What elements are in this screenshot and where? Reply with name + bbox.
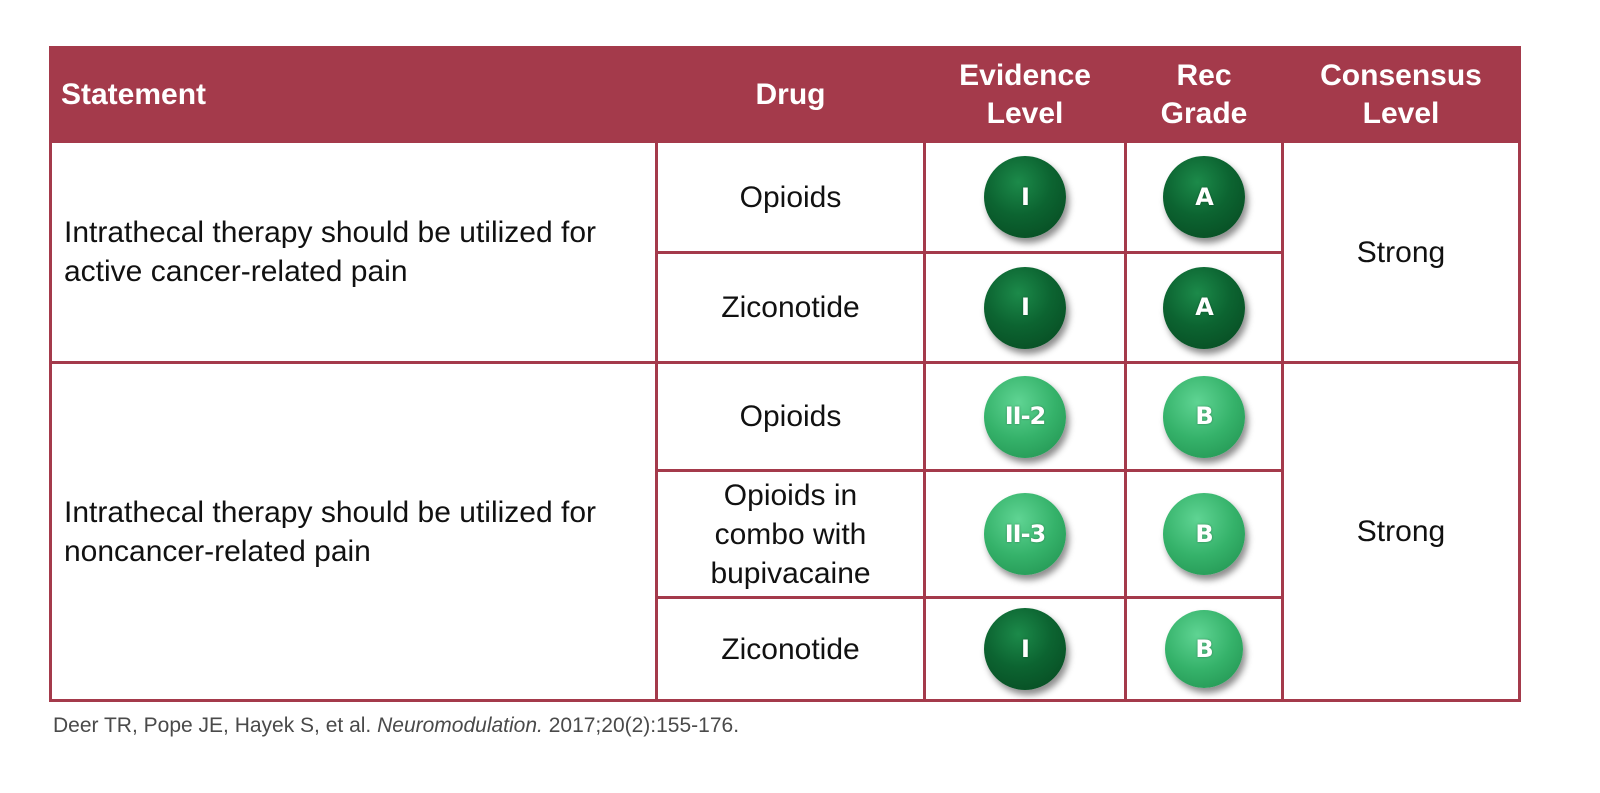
consensus-level-cell: Strong [1284,364,1518,699]
evidence-level-badge: I [984,608,1066,690]
drug-cell: Opioids [658,143,923,251]
rec-grade-badge: A [1163,266,1245,349]
rec-grade-badge: A [1163,156,1245,238]
rec-grade-cell: B [1127,472,1281,596]
evidence-level-badge: II-2 [984,375,1066,458]
evidence-level-cell: I [926,599,1124,699]
rec-grade-badge: B [1163,493,1245,575]
rec-grade-cell: A [1127,143,1281,251]
drug-cell: Ziconotide [658,254,923,361]
evidence-level-badge: II-3 [984,493,1066,575]
drug-cell: Opioids [658,364,923,469]
evidence-level-badge: I [984,266,1066,349]
header-consensus-level: Consensus Level [1320,58,1482,130]
evidence-level-cell: I [926,143,1124,251]
evidence-level-cell: II-2 [926,364,1124,469]
evidence-level-cell: II-3 [926,472,1124,596]
drug-cell: Opioids in combo with bupivacaine [658,472,923,596]
rec-grade-cell: B [1127,599,1281,699]
statement-cell: Intrathecal therapy should be utilized f… [52,143,655,361]
header-rec-grade: Rec Grade [1160,58,1248,130]
header-evidence-level: Evidence Level [959,58,1091,130]
rec-grade-badge: B [1163,375,1245,458]
evidence-level-cell: I [926,254,1124,361]
statement-cell: Intrathecal therapy should be utilized f… [52,364,655,699]
header-statement: Statement [61,77,207,111]
consensus-table: Statement Drug Evidence Level Rec Grade … [49,46,1521,702]
header-drug: Drug [755,77,826,111]
rec-grade-cell: A [1127,254,1281,361]
drug-cell: Ziconotide [658,599,923,699]
citation-authors: Deer TR, Pope JE, Hayek S, et al. [53,714,372,737]
evidence-level-badge: I [984,156,1066,238]
citation-details: 2017;20(2):155-176. [548,714,740,737]
rec-grade-cell: B [1127,364,1281,469]
citation: Deer TR, Pope JE, Hayek S, et al. Neurom… [53,712,739,740]
rec-grade-badge: B [1165,610,1243,688]
citation-journal: Neuromodulation. [377,714,543,737]
consensus-level-cell: Strong [1284,143,1518,361]
